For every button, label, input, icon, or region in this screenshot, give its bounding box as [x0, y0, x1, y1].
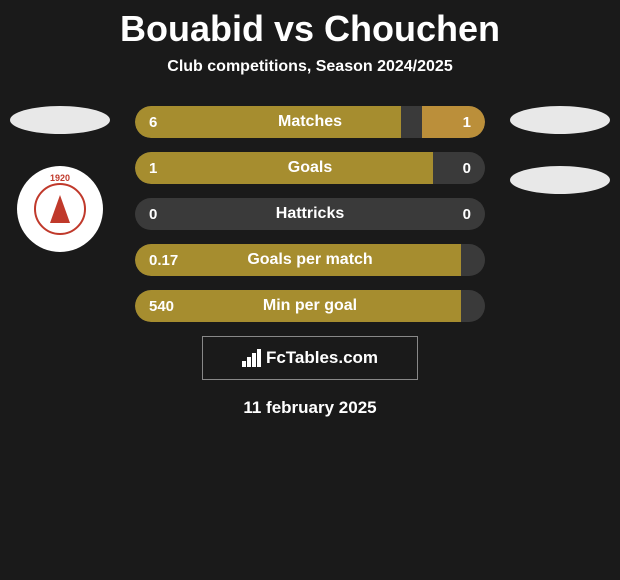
- stat-row: 0 Hattricks 0: [135, 198, 485, 230]
- stat-label: Hattricks: [276, 205, 344, 223]
- player-right-column: [510, 106, 610, 226]
- footer-logo-text: FcTables.com: [266, 348, 378, 368]
- badge-pennant: [50, 195, 70, 223]
- stat-label: Goals: [288, 159, 332, 177]
- footer-logo[interactable]: FcTables.com: [202, 336, 418, 380]
- badge-ring: 1920: [34, 183, 86, 235]
- stat-value-left: 540: [149, 298, 174, 315]
- stat-label: Matches: [278, 113, 342, 131]
- player-right-avatar: [510, 106, 610, 134]
- stat-row: 6 Matches 1: [135, 106, 485, 138]
- page-title: Bouabid vs Chouchen: [0, 0, 620, 50]
- player-left-avatar: [10, 106, 110, 134]
- stats-container: 6 Matches 1 1 Goals 0 0 Hattricks 0 0.17 Goals per…: [135, 106, 485, 322]
- stat-label: Min per goal: [263, 297, 357, 315]
- chart-icon: [242, 349, 262, 367]
- stat-value-left: 0: [149, 206, 157, 223]
- stat-row: 540 Min per goal: [135, 290, 485, 322]
- subtitle: Club competitions, Season 2024/2025: [0, 58, 620, 76]
- player-left-badge: 1920: [17, 166, 103, 252]
- stat-value-right: 0: [463, 206, 471, 223]
- stat-value-left: 0.17: [149, 252, 178, 269]
- stat-row: 0.17 Goals per match: [135, 244, 485, 276]
- stat-value-left: 6: [149, 114, 157, 131]
- player-right-badge: [510, 166, 610, 194]
- stat-label: Goals per match: [247, 251, 372, 269]
- stat-fill-left: [135, 106, 401, 138]
- stat-fill-right: [422, 106, 485, 138]
- stat-fill-left: [135, 152, 433, 184]
- content-area: 1920 6 Matches 1 1 Goals 0 0 Hattricks 0 0.17 Goal…: [0, 106, 620, 418]
- stat-row: 1 Goals 0: [135, 152, 485, 184]
- badge-year: 1920: [48, 173, 72, 183]
- player-left-column: 1920: [10, 106, 110, 252]
- stat-value-right: 1: [463, 114, 471, 131]
- stat-value-left: 1: [149, 160, 157, 177]
- footer-date: 11 february 2025: [0, 398, 620, 418]
- stat-value-right: 0: [463, 160, 471, 177]
